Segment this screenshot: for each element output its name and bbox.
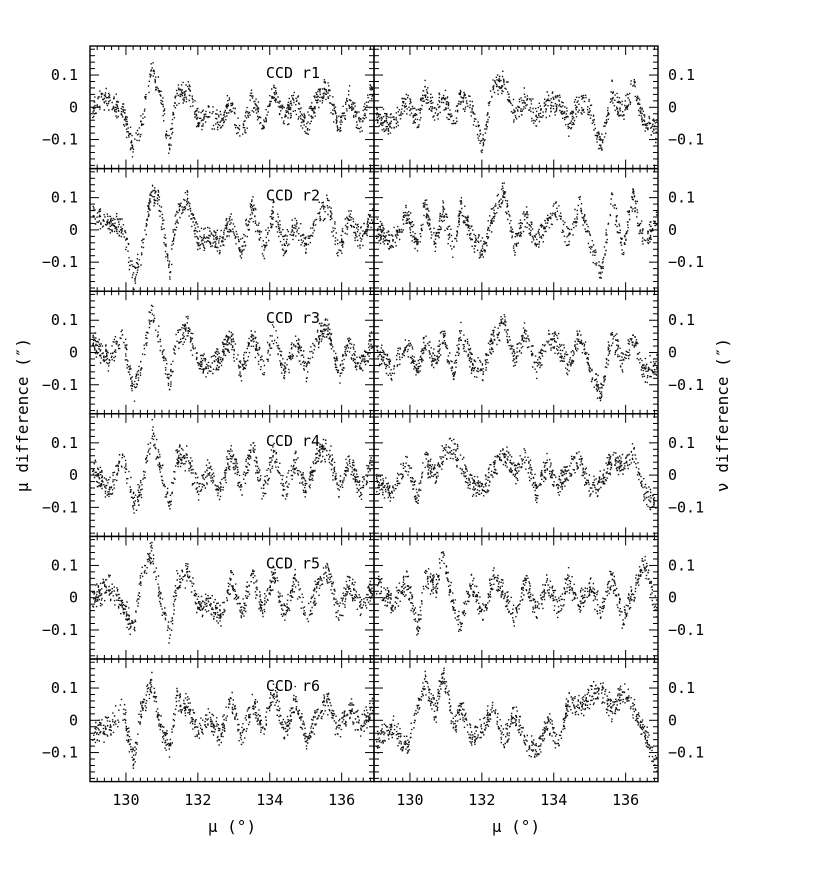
ccd-label: CCD r5 <box>266 554 320 572</box>
x-axis-title-left: μ (°) <box>208 817 256 836</box>
ccd-label: CCD r4 <box>266 432 320 450</box>
x-tick-label: 136 <box>612 791 639 809</box>
panel-nu-r6: 0.1 0 −0.1 <box>373 658 704 783</box>
panel-mu-r3: 0.1 0 −0.1 <box>42 290 375 415</box>
data-points-mu_diff <box>92 304 374 402</box>
panel-row-3: 0.1 0 −0.1 0.1 0 −0.1 CCD r3 <box>42 290 704 415</box>
panel-mu-r6: 0.1 0 −0.1 <box>42 658 375 783</box>
panel-nu-r1: 0.1 0 −0.1 <box>373 45 704 170</box>
data-points-nu_diff <box>376 70 658 154</box>
ccd-label: CCD r3 <box>266 309 320 327</box>
y-tick-label-right: −0.1 <box>668 621 704 639</box>
y-tick-label-right: 0.1 <box>668 66 695 84</box>
ccd-label: CCD r1 <box>266 64 320 82</box>
x-tick-label: 136 <box>328 791 355 809</box>
y-tick-label-left: 0.1 <box>51 556 78 574</box>
panel-row-1: 0.1 0 −0.1 0.1 0 −0.1 CCD r1 <box>42 45 704 170</box>
data-points-nu_diff <box>375 182 658 279</box>
panel-mu-r1: 0.1 0 −0.1 <box>42 45 375 170</box>
panel-row-5: 0.1 0 −0.1 0.1 0 −0.1 CCD r5 <box>42 535 704 660</box>
y-tick-label-left: 0 <box>69 466 78 484</box>
y-tick-label-left: 0.1 <box>51 189 78 207</box>
data-points-mu_diff <box>91 419 373 514</box>
panel-nu-r5: 0.1 0 −0.1 <box>373 535 704 660</box>
panel-row-4: 0.1 0 −0.1 0.1 0 −0.1 CCD r4 <box>42 413 704 538</box>
y-tick-label-right: 0 <box>668 221 677 239</box>
panel-frame <box>89 167 375 292</box>
y-tick-label-left: −0.1 <box>42 744 78 762</box>
y-tick-label-left: 0.1 <box>51 311 78 329</box>
y-tick-label-left: −0.1 <box>42 376 78 394</box>
panel-frame <box>89 413 375 538</box>
y-tick-label-left: 0 <box>69 221 78 239</box>
ccd-label: CCD r2 <box>266 187 320 205</box>
y-tick-label-right: 0.1 <box>668 556 695 574</box>
y-tick-label-left: −0.1 <box>42 498 78 516</box>
panel-grid: 0.1 0 −0.1 0.1 0 −0.1 CCD r1 0.1 0 −0.1 0.1 0 −0.1 CC… <box>42 45 704 809</box>
panel-row-2: 0.1 0 −0.1 0.1 0 −0.1 CCD r2 <box>42 167 704 292</box>
y-tick-label-right: −0.1 <box>668 253 704 271</box>
y-tick-label-right: 0 <box>668 589 677 607</box>
y-tick-label-right: −0.1 <box>668 498 704 516</box>
panel-nu-r3: 0.1 0 −0.1 <box>373 290 704 415</box>
x-axis-title-right: μ (°) <box>492 817 540 836</box>
y-tick-label-left: 0.1 <box>51 434 78 452</box>
y-tick-label-right: 0 <box>668 344 677 362</box>
panel-nu-r2: 0.1 0 −0.1 <box>373 167 704 292</box>
y-tick-label-right: 0.1 <box>668 311 695 329</box>
x-tick-label: 132 <box>468 791 495 809</box>
y-tick-label-left: −0.1 <box>42 131 78 149</box>
ccd-label: CCD r6 <box>266 677 320 695</box>
y-tick-label-right: −0.1 <box>668 376 704 394</box>
panel-mu-r2: 0.1 0 −0.1 <box>42 167 375 292</box>
y-tick-label-right: 0.1 <box>668 679 695 697</box>
y-axis-title-right: ν difference (″) <box>713 338 732 492</box>
y-tick-label-left: 0.1 <box>51 66 78 84</box>
panel-mu-r4: 0.1 0 −0.1 <box>42 413 375 538</box>
y-tick-label-right: −0.1 <box>668 744 704 762</box>
x-tick-label: 134 <box>540 791 567 809</box>
y-tick-label-left: 0 <box>69 98 78 116</box>
y-tick-label-left: 0 <box>69 589 78 607</box>
data-points-nu_diff <box>376 437 657 511</box>
y-tick-label-left: −0.1 <box>42 253 78 271</box>
data-points-mu_diff <box>92 62 374 158</box>
data-points-mu_diff <box>92 671 374 769</box>
y-tick-label-left: 0 <box>69 344 78 362</box>
x-tick-label: 132 <box>184 791 211 809</box>
y-tick-label-right: 0 <box>668 98 677 116</box>
y-tick-label-right: 0.1 <box>668 434 695 452</box>
panel-frame <box>373 167 659 292</box>
y-tick-label-right: 0.1 <box>668 189 695 207</box>
panel-frame <box>89 290 375 415</box>
data-points-nu_diff <box>376 314 658 402</box>
panel-frame <box>89 535 375 660</box>
y-tick-label-left: 0.1 <box>51 679 78 697</box>
data-points-nu_diff <box>376 667 658 773</box>
panel-row-6: 0.1 0 −0.1 0.1 0 −0.1 CCD r6 <box>42 658 704 783</box>
panel-nu-r4: 0.1 0 −0.1 <box>373 413 704 538</box>
panel-frame <box>89 658 375 783</box>
y-tick-label-left: 0 <box>69 711 78 729</box>
y-tick-label-left: −0.1 <box>42 621 78 639</box>
y-axis-title-left: μ difference (″) <box>13 338 32 492</box>
x-tick-label: 130 <box>112 791 139 809</box>
x-tick-label: 134 <box>256 791 283 809</box>
panel-frame <box>373 535 659 660</box>
y-tick-label-right: 0 <box>668 466 677 484</box>
data-points-mu_diff <box>91 541 374 644</box>
panel-mu-r5: 0.1 0 −0.1 <box>42 535 375 660</box>
y-tick-label-right: −0.1 <box>668 131 704 149</box>
y-tick-label-right: 0 <box>668 711 677 729</box>
data-points-mu_diff <box>92 184 374 290</box>
panel-frame <box>89 45 375 170</box>
data-points-nu_diff <box>375 551 658 636</box>
x-tick-label: 130 <box>396 791 423 809</box>
